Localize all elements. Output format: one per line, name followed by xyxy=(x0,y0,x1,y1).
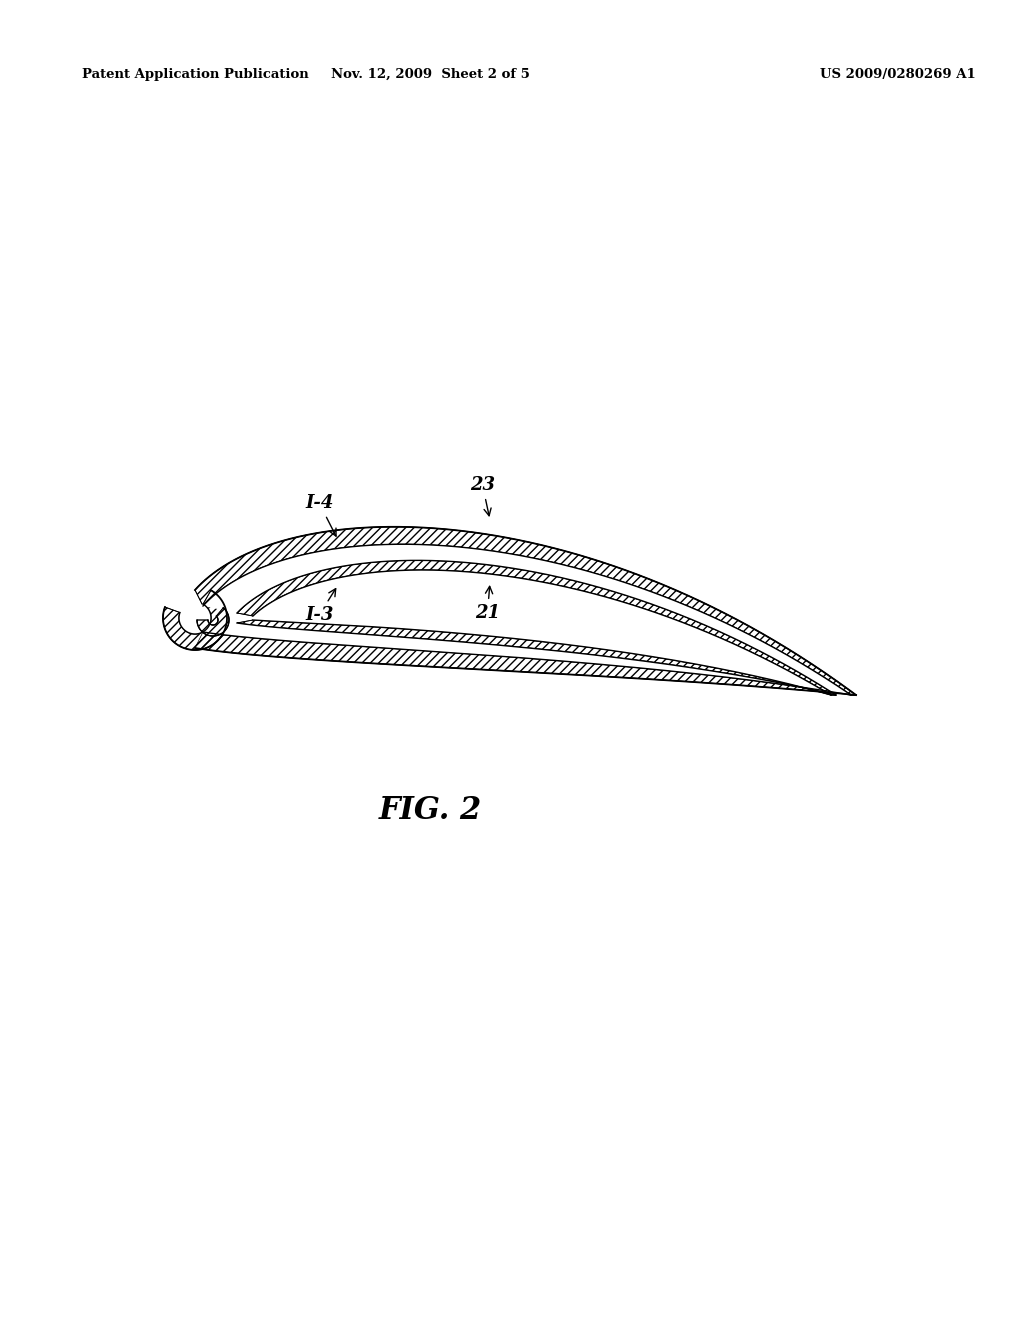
Text: I-4: I-4 xyxy=(305,494,336,536)
Text: I-3: I-3 xyxy=(305,589,336,624)
Text: FIG. 2: FIG. 2 xyxy=(379,795,481,826)
Text: 21: 21 xyxy=(475,586,500,622)
Polygon shape xyxy=(237,620,836,696)
Polygon shape xyxy=(195,527,856,696)
Polygon shape xyxy=(195,632,856,696)
Text: US 2009/0280269 A1: US 2009/0280269 A1 xyxy=(820,69,976,81)
Polygon shape xyxy=(163,590,227,649)
Text: Nov. 12, 2009  Sheet 2 of 5: Nov. 12, 2009 Sheet 2 of 5 xyxy=(331,69,529,81)
Polygon shape xyxy=(197,607,229,636)
Polygon shape xyxy=(237,561,836,696)
Polygon shape xyxy=(203,544,851,696)
Polygon shape xyxy=(203,623,851,696)
Text: Patent Application Publication: Patent Application Publication xyxy=(82,69,309,81)
Polygon shape xyxy=(179,605,211,634)
Polygon shape xyxy=(253,570,831,696)
Text: 23: 23 xyxy=(470,477,495,516)
